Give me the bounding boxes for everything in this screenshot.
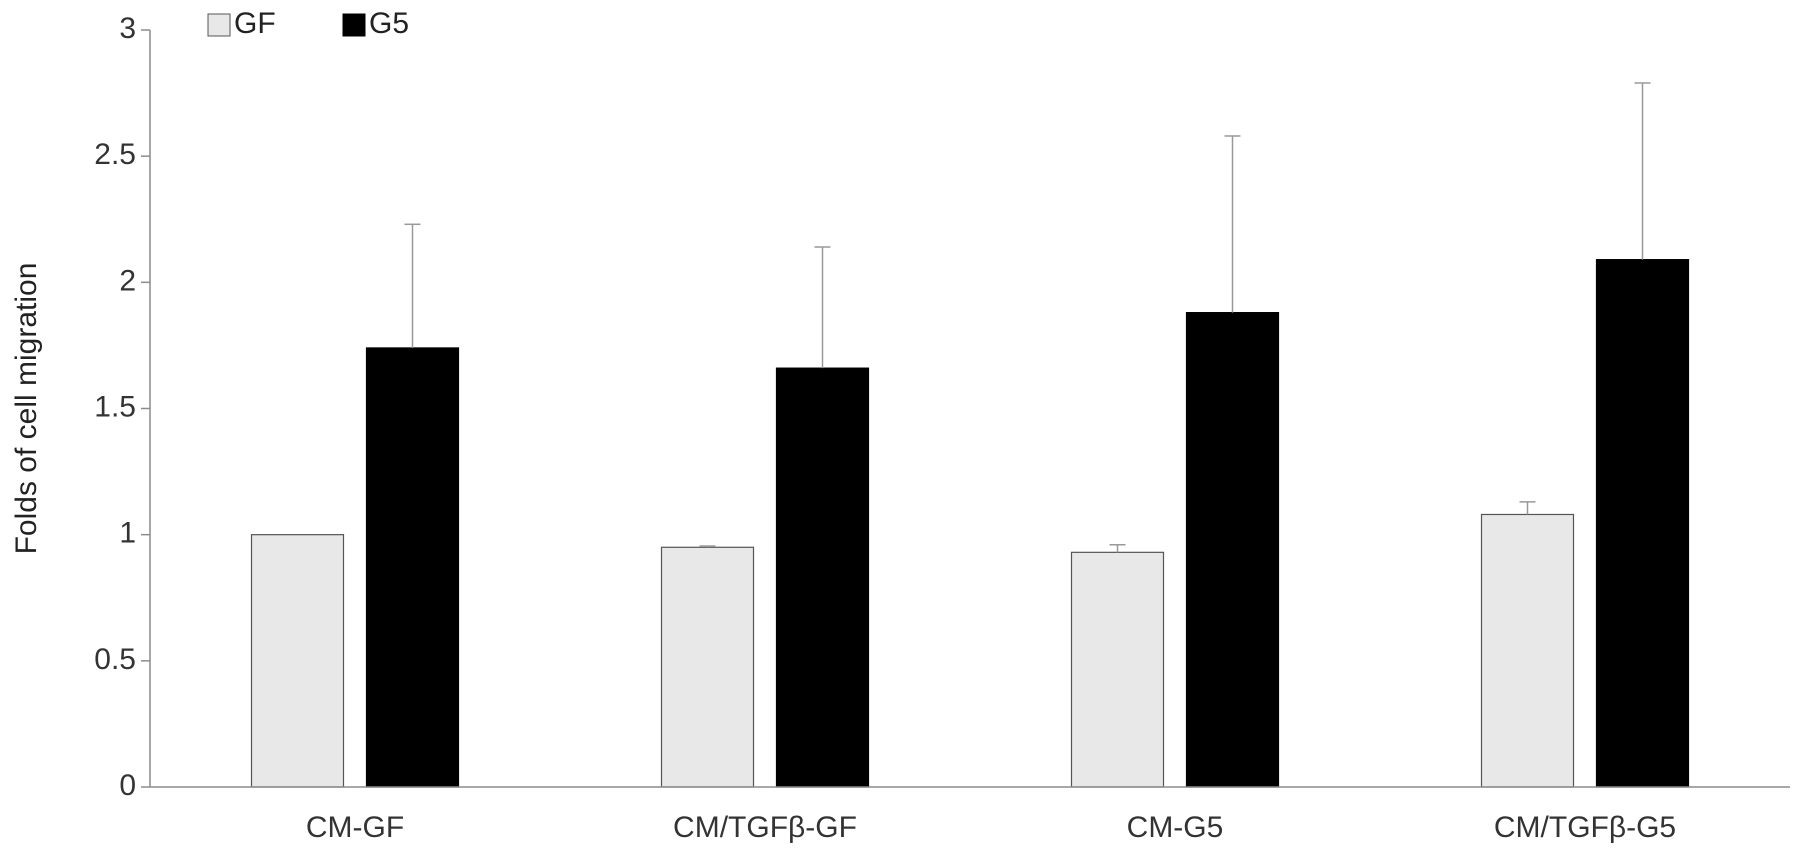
x-tick-label: CM-G5 (1127, 811, 1224, 844)
y-axis: 0 0.5 1 1.5 2 2.5 3 (94, 12, 151, 802)
y-tick-label: 3 (119, 12, 136, 45)
bar-g5-2 (1185, 312, 1280, 788)
x-tick-label: CM/TGFβ-G5 (1494, 811, 1676, 844)
legend-label-gf: GF (234, 7, 276, 40)
x-axis: CM-GF CM/TGFβ-GF CM-G5 CM/TGFβ-G5 (150, 786, 1790, 844)
bar-gf-2 (1070, 551, 1165, 788)
x-tick-label: CM-GF (306, 811, 404, 844)
x-tick-label: CM/TGFβ-GF (673, 811, 857, 844)
bar-g5-3 (1595, 259, 1690, 788)
bar-gf-3 (1480, 513, 1575, 788)
bar-gf-0 (250, 534, 345, 788)
y-tick-label: 2 (119, 264, 136, 297)
y-tick-label: 2.5 (94, 138, 136, 171)
error-bars (404, 82, 1651, 553)
bar-gf-1 (660, 546, 755, 788)
legend-swatch-g5 (342, 13, 366, 37)
y-axis-title: Folds of cell migration (10, 263, 43, 555)
bars (250, 259, 1690, 788)
y-tick-label: 1 (119, 517, 136, 550)
y-tick-label: 0.5 (94, 643, 136, 676)
legend: GF G5 (207, 7, 409, 40)
bar-g5-1 (775, 367, 870, 788)
bar-g5-0 (365, 347, 460, 788)
y-tick-label: 1.5 (94, 390, 136, 423)
legend-label-g5: G5 (369, 7, 409, 40)
y-tick-label: 0 (119, 769, 136, 802)
legend-swatch-gf (207, 13, 231, 37)
